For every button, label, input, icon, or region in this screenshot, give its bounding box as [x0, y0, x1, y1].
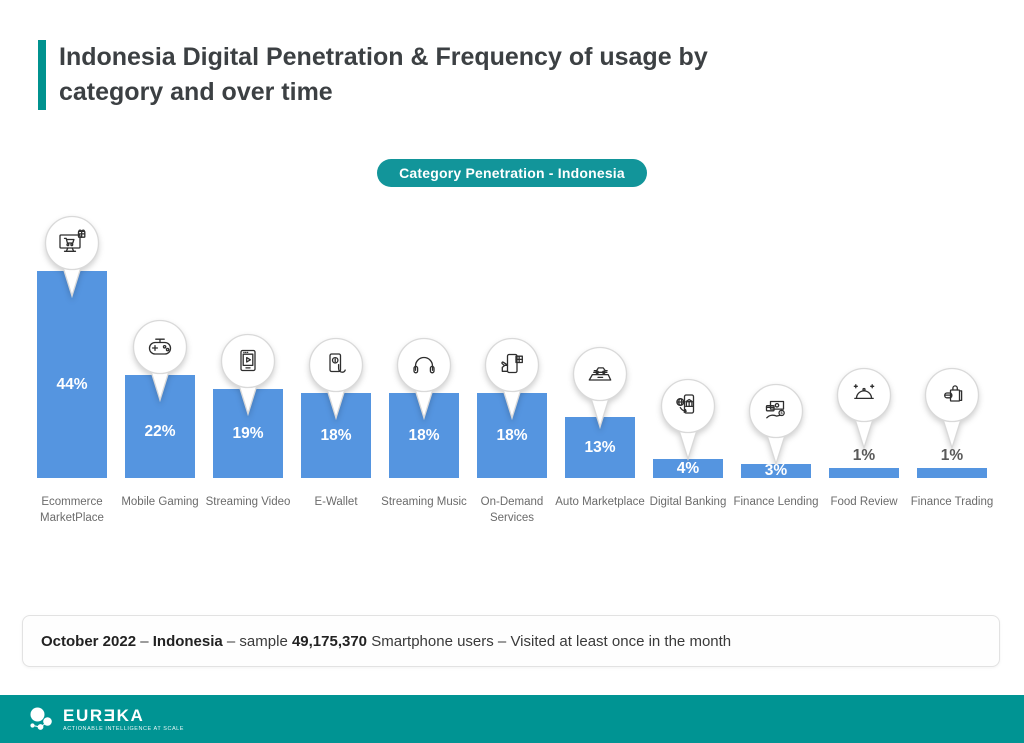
bar-value-label: 19% — [232, 424, 264, 442]
bar-value-label: 18% — [408, 426, 440, 444]
bar-chart: 44% Ecommerce MarketPlace 22% Mobile Gaming… — [37, 200, 993, 524]
finance-trading-icon — [944, 385, 963, 402]
icon-bubble-auto-marketplace — [567, 345, 633, 430]
bar-column-on-demand-services: 18% On-Demand Services — [477, 200, 547, 524]
icon-bubble-food-review — [831, 366, 897, 451]
bar-category-label: Finance Lending — [733, 496, 819, 508]
bar-food-review: 1% — [829, 367, 899, 478]
icon-bubble-streaming-music — [391, 336, 457, 421]
finance-lending-icon: $ — [765, 400, 785, 419]
bar-column-e-wallet: 18% E-Wallet — [301, 200, 371, 508]
bar-column-mobile-gaming: 22% Mobile Gaming — [121, 200, 199, 508]
bar-finance-lending: $3% — [741, 383, 811, 479]
streaming-video-icon — [240, 349, 256, 372]
footnote-segment: – — [136, 632, 153, 650]
bar-column-digital-banking: 4% Digital Banking — [650, 200, 726, 508]
bar-value-label: 18% — [496, 426, 528, 444]
bar-streaming-video: 19% — [213, 333, 283, 478]
footnote-card: October 2022 – Indonesia – sample 49,175… — [22, 615, 1000, 667]
icon-bubble-e-wallet — [303, 336, 369, 421]
bar-category-label: Digital Banking — [649, 496, 727, 508]
bar-value-label: 1% — [852, 447, 876, 464]
bar-category-label: Streaming Music — [381, 496, 467, 508]
auto-marketplace-icon — [588, 367, 612, 381]
bar-column-ecommerce-marketplace: 44% Ecommerce MarketPlace — [37, 200, 107, 524]
bar-value-label: 3% — [764, 462, 788, 479]
bar-category-label: Food Review — [830, 496, 898, 508]
bar-value-label: 22% — [144, 422, 176, 440]
footnote-segment: Indonesia — [152, 632, 223, 650]
bar-streaming-music: 18% — [389, 337, 459, 478]
digital-banking-icon — [676, 394, 695, 414]
bar-digital-banking: 4% — [653, 378, 723, 478]
bar-value-label: 4% — [676, 459, 700, 477]
svg-text:$: $ — [781, 411, 784, 415]
bar-column-streaming-video: 19% Streaming Video — [206, 200, 290, 508]
bar-column-finance-lending: $3% Finance Lending — [733, 200, 819, 508]
icon-bubble-finance-trading — [919, 366, 985, 451]
mobile-gaming-icon — [148, 338, 172, 355]
bar-ecommerce-marketplace: 44% — [37, 215, 107, 478]
bar-category-label: E-Wallet — [314, 496, 358, 508]
icon-bubble-finance-lending: $ — [743, 382, 809, 467]
icon-bubble-mobile-gaming — [127, 318, 193, 403]
footnote-segment: – sample — [222, 632, 292, 650]
bar-value-label: 1% — [940, 447, 964, 464]
bar-category-label: Streaming Video — [205, 496, 291, 508]
bar-value-label: 44% — [56, 375, 88, 393]
bar-column-auto-marketplace: 13% Auto Marketplace — [555, 200, 645, 508]
chart-title-badge: Category Penetration - Indonesia — [377, 159, 647, 187]
chart-title-row: Category Penetration - Indonesia — [0, 159, 1024, 187]
brand-text-block: EURƎKA ACTIONABLE INTELLIGENCE AT SCALE — [63, 707, 184, 732]
footnote-segment: October 2022 — [41, 632, 137, 650]
icon-bubble-ecommerce-marketplace — [39, 214, 105, 299]
brand-tagline: ACTIONABLE INTELLIGENCE AT SCALE — [63, 725, 185, 732]
eureka-logo-icon — [30, 707, 52, 730]
bar-finance-trading: 1% — [917, 367, 987, 478]
icon-bubble-digital-banking — [655, 377, 721, 462]
streaming-music-icon — [413, 356, 435, 374]
on-demand-services-icon — [501, 353, 523, 374]
bar-e-wallet: 18% — [301, 337, 371, 478]
bar-column-streaming-music: 18% Streaming Music — [381, 200, 467, 508]
header: Indonesia Digital Penetration & Frequenc… — [38, 40, 759, 110]
bar-category-label: Finance Trading — [910, 496, 994, 508]
e-wallet-icon — [329, 353, 346, 373]
footer-bar: EURƎKA ACTIONABLE INTELLIGENCE AT SCALE — [0, 695, 1024, 743]
brand-name: EURƎKA — [63, 705, 145, 725]
eureka-logo: EURƎKA ACTIONABLE INTELLIGENCE AT SCALE — [27, 705, 184, 733]
page-title: Indonesia Digital Penetration & Frequenc… — [59, 43, 708, 106]
icon-bubble-streaming-video — [215, 332, 281, 417]
bar-mobile-gaming: 22% — [125, 319, 195, 478]
footnote-text: October 2022 – Indonesia – sample 49,175… — [41, 633, 731, 650]
bar-value-label: 13% — [584, 438, 616, 456]
bar-value-label: 18% — [320, 426, 352, 444]
icon-bubble-on-demand-services — [479, 336, 545, 421]
footnote-segment: 49,175,370 — [291, 632, 368, 650]
ecommerce-marketplace-icon — [59, 229, 86, 252]
bar-column-finance-trading: 1% Finance Trading — [911, 200, 993, 508]
bar-category-label: Ecommerce MarketPlace — [40, 496, 104, 524]
footnote-segment: Smartphone users – Visited at least once… — [367, 632, 732, 650]
bar-column-food-review: 1% Food Review — [829, 200, 899, 508]
bar-on-demand-services: 18% — [477, 337, 547, 478]
bar-category-label: Auto Marketplace — [555, 496, 645, 508]
title-accent-bar — [38, 40, 46, 110]
food-review-icon — [853, 384, 875, 400]
bar-category-label: On-Demand Services — [480, 496, 544, 524]
bar-auto-marketplace: 13% — [565, 346, 635, 478]
bar-category-label: Mobile Gaming — [121, 496, 199, 508]
